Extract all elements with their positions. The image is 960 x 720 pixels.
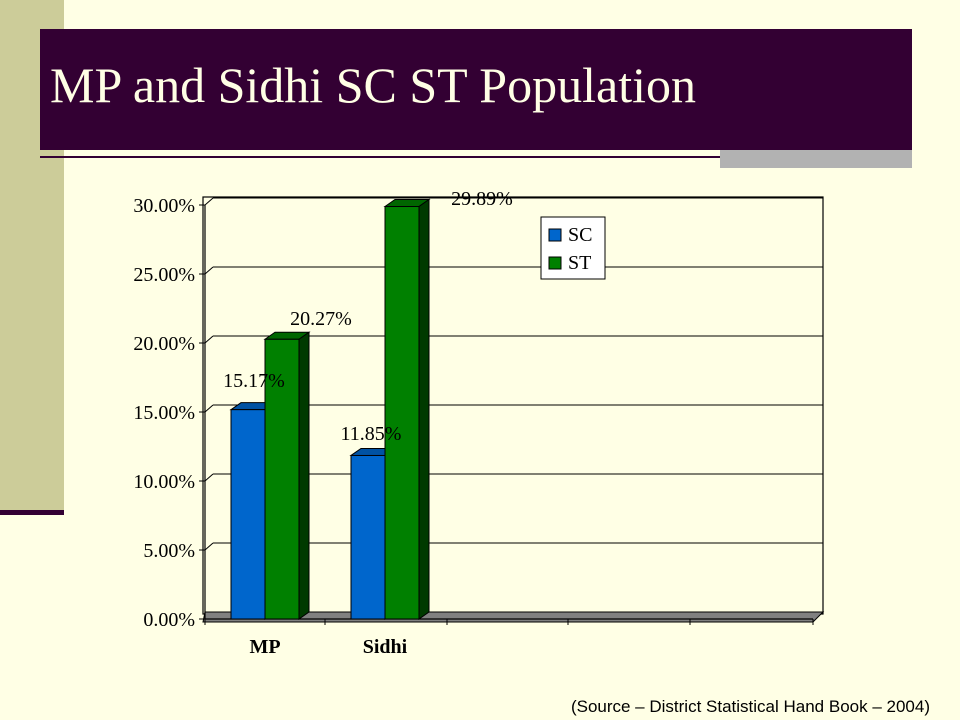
y-tick-label: 30.00% [133,195,195,217]
y-tick-label: 10.00% [133,471,195,493]
legend-swatch-st [548,256,562,270]
data-label-sc-sidhi: 11.85% [341,423,402,445]
axes: 0.00% 5.00% 10.00% 15.00% 20.00% 25.00% 30.00%… [133,195,814,658]
gridline-diag [204,197,214,206]
gridline-diag [204,335,214,344]
bar-st-mp [263,331,311,620]
bar-chart: 0.00% 5.00% 10.00% 15.00% 20.00% 25.00% 30.00%… [133,188,825,658]
data-label-sc-mp: 15.17% [223,370,285,392]
gridlines [204,197,823,551]
legend-swatch-sc [548,228,562,242]
data-labels: 15.17% 20.27% 11.85% 29.89% [223,188,513,445]
x-category-label: Sidhi [363,636,408,658]
slide-title: MP and Sidhi SC ST Population [50,57,696,113]
title-band [40,29,912,150]
y-tick-label: 20.00% [133,333,195,355]
title-rule [40,156,912,158]
left-accent-underline [0,510,64,515]
gridline-diag [204,473,214,482]
gridline-diag [204,266,214,275]
gridline-diag [204,542,214,551]
bars [229,198,431,620]
y-tick-label: 5.00% [143,540,195,562]
y-tick-label: 25.00% [133,264,195,286]
data-label-st-sidhi: 29.89% [451,188,513,210]
legend-label-st: ST [568,252,591,274]
data-label-st-mp: 20.27% [290,308,352,330]
source-note: (Source – District Statistical Hand Book… [570,697,930,716]
y-tick-label: 15.00% [133,402,195,424]
legend-label-sc: SC [568,224,592,246]
title-accent-block [720,150,912,168]
legend: SC ST [540,216,606,280]
x-category-label: MP [249,636,280,658]
bar-st-sidhi [383,198,431,620]
y-tick-label: 0.00% [143,609,195,631]
gridline-diag [204,404,214,413]
